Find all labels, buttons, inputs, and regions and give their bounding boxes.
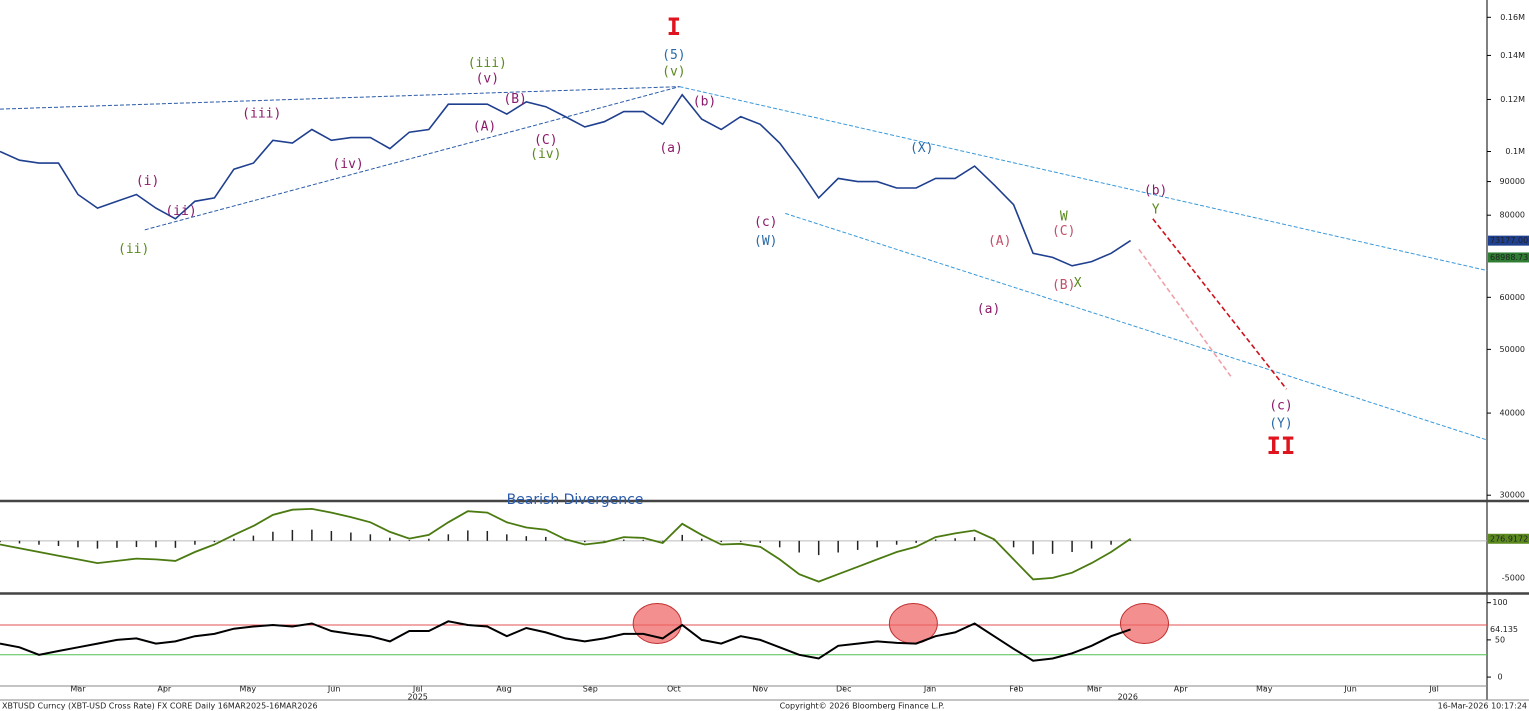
wave-label-major: I: [667, 13, 681, 41]
wave-label: (c): [754, 215, 777, 230]
x-tick-label: Feb: [1009, 685, 1023, 694]
wave-label: (ii): [118, 242, 149, 257]
y-tick-label: 40000: [1500, 409, 1525, 418]
x-tick-label: Mar: [70, 685, 86, 694]
wave-label: (a): [659, 141, 682, 156]
x-tick-label: Dec: [836, 685, 851, 694]
wave-label: (W): [754, 234, 777, 249]
y-tick-label: 0.14M: [1500, 51, 1525, 60]
wave-label: Y: [1152, 202, 1160, 217]
footer-left: XBTUSD Curncy (XBT-USD Cross Rate) FX CO…: [2, 702, 318, 711]
wave-label: (v): [476, 71, 499, 86]
trend-line: [144, 86, 680, 231]
x-tick-label: Oct: [667, 685, 681, 694]
last-value-label: 73177.00: [1490, 236, 1528, 245]
rsi-last-label: 64.135: [1490, 625, 1518, 634]
y-tick-label: 0.12M: [1500, 95, 1525, 104]
wave-label: (5): [662, 48, 685, 63]
wave-label: W: [1060, 209, 1068, 224]
y-tick-label: 0.16M: [1500, 13, 1525, 22]
x-tick-label: Apr: [1174, 685, 1189, 694]
last-value-box: [1488, 252, 1529, 263]
y-tick-label: 60000: [1500, 293, 1525, 302]
rsi-tick-label: 0: [1497, 673, 1502, 682]
y-tick-label: 80000: [1500, 211, 1525, 220]
x-tick-label: Jun: [1343, 685, 1357, 694]
wave-label: (A): [988, 234, 1011, 249]
trend-line: [1152, 218, 1288, 390]
wave-label: (B): [503, 92, 526, 107]
trend-line: [0, 86, 680, 110]
rsi-highlight: [1119, 603, 1169, 645]
x-tick-label: Jun: [327, 685, 341, 694]
wave-label: (a): [977, 302, 1000, 317]
last-value-box: [1488, 235, 1529, 246]
footer-center: Copyright© 2026 Bloomberg Finance L.P.: [780, 702, 945, 711]
wave-label: (Y): [1269, 416, 1292, 431]
x-tick-label: Jul: [412, 685, 423, 694]
trend-line: [1138, 248, 1232, 377]
x-tick-label: May: [240, 685, 257, 694]
macd-last-box: [1488, 533, 1529, 544]
rsi-tick-label: 50: [1495, 635, 1505, 644]
macd-annotation: Bearish Divergence: [507, 492, 644, 508]
x-tick-label: May: [1256, 685, 1273, 694]
rsi-tick-label: 100: [1492, 598, 1507, 607]
wave-label: (v): [662, 65, 685, 80]
wave-label: (b): [1144, 184, 1167, 199]
wave-label: (iv): [530, 147, 561, 162]
wave-label: (ii): [165, 204, 196, 219]
y-tick-label: 0.1M: [1505, 147, 1525, 156]
wave-label-major: II: [1266, 432, 1295, 460]
macd-last-label: 276.9172: [1490, 534, 1528, 543]
x-tick-label: Sep: [583, 685, 598, 694]
wave-label: (b): [693, 94, 716, 109]
x-tick-label: Nov: [752, 685, 768, 694]
wave-label: (c): [1269, 399, 1292, 414]
wave-label: (X): [910, 141, 933, 156]
macd-tick-label: -5000: [1502, 573, 1525, 582]
rsi-line: [0, 620, 1131, 662]
wave-label: (i): [136, 174, 159, 189]
wave-label: (iii): [242, 107, 281, 122]
year-label: 2026: [1118, 693, 1138, 702]
x-tick-label: Apr: [157, 685, 172, 694]
year-label: 2025: [408, 693, 428, 702]
wave-label: (C): [1052, 224, 1075, 239]
wave-label: (B): [1052, 278, 1075, 293]
x-tick-label: Jan: [923, 685, 936, 694]
last-value-label: 68988.73: [1490, 253, 1528, 262]
x-tick-label: Mar: [1087, 685, 1103, 694]
trend-line: [785, 212, 1488, 441]
price-line: [0, 93, 1132, 267]
wave-label: X: [1074, 276, 1082, 291]
wave-label: (C): [534, 133, 557, 148]
wave-label: (A): [473, 119, 496, 134]
y-tick-label: 50000: [1500, 345, 1525, 354]
y-tick-label: 90000: [1500, 177, 1525, 186]
footer-right: 16-Mar-2026 10:17:24: [1438, 702, 1527, 711]
trend-line: [679, 86, 1488, 272]
wave-label: (iv): [332, 157, 363, 172]
y-tick-label: 30000: [1500, 491, 1525, 500]
x-tick-label: Jul: [1428, 685, 1439, 694]
x-tick-label: Aug: [496, 685, 512, 694]
macd-line: [0, 507, 1132, 583]
wave-label: (iii): [468, 56, 507, 71]
